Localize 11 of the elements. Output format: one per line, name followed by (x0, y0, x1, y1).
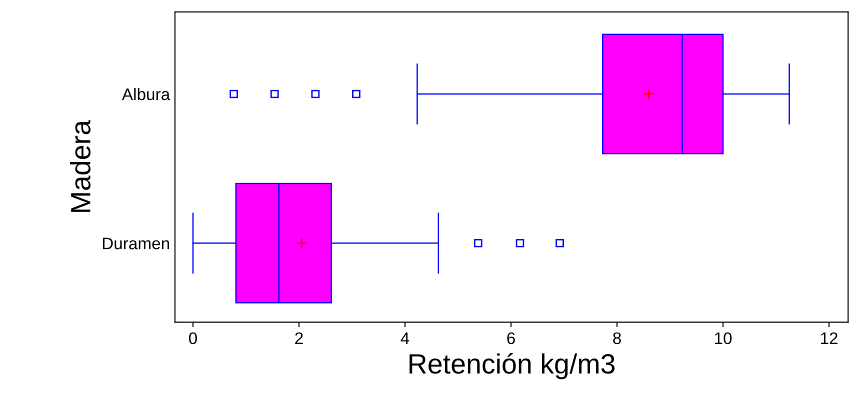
x-tick-label: 12 (821, 332, 838, 344)
y-axis-title: Madera (70, 120, 91, 212)
x-tick-label: 2 (295, 332, 303, 344)
x-axis-title: Retención kg/m3 (410, 353, 615, 380)
y-tick-label: Duramen (102, 238, 170, 250)
x-tick-label: 6 (507, 332, 515, 344)
x-tick-label: 4 (400, 332, 410, 344)
y-tick-label: Albura (122, 88, 170, 100)
x-tick-label: 0 (189, 332, 197, 344)
x-tick-label: 8 (613, 332, 621, 344)
x-tick-label: 10 (715, 332, 732, 344)
